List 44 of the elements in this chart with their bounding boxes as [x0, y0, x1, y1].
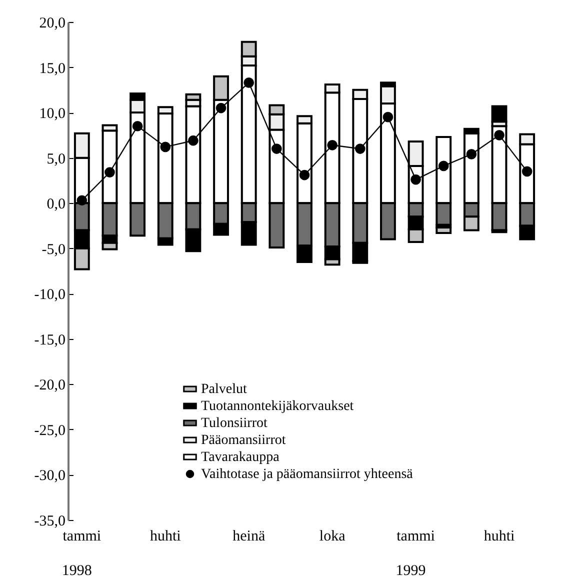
x-tick-label: tammi — [396, 528, 435, 544]
point — [438, 160, 449, 172]
point — [188, 135, 198, 146]
legend-label: Palvelut — [201, 382, 247, 397]
x-tick-label: tammi — [62, 528, 102, 544]
legend-label: Tulonsiirrot — [201, 416, 268, 431]
bar — [436, 226, 452, 234]
legend-label: Tuotannontekijäkorvaukset — [201, 399, 354, 414]
y-tick-label: 10,0 — [39, 106, 66, 122]
y-tick-label: -5,0 — [42, 242, 66, 258]
y-tick-label: 15,0 — [39, 60, 66, 77]
point — [299, 170, 310, 180]
y-tick-label: -15,0 — [34, 332, 66, 348]
text: 1999 — [396, 563, 426, 579]
bar — [491, 105, 508, 123]
y-tick-label: -10,0 — [34, 287, 66, 304]
point — [76, 195, 88, 206]
y-tick-label: -30,0 — [34, 468, 66, 484]
y-tick-label: -20,0 — [34, 378, 66, 394]
y-tick-label: 0,0 — [46, 196, 66, 213]
point — [354, 144, 366, 154]
x-tick-label: huhti — [150, 528, 181, 544]
point — [327, 140, 338, 150]
point — [494, 130, 504, 140]
x-tick-label: huhti — [484, 528, 515, 544]
legend-label: Vaihtotase ja pääomansiirrot yhteensä — [201, 467, 414, 482]
y-tick-label: -25,0 — [34, 422, 66, 439]
point — [132, 120, 143, 132]
legend-label: Tavarakauppa — [201, 450, 280, 465]
point — [271, 144, 282, 154]
y-tick-label: 20,0 — [39, 16, 66, 32]
text: 1998 — [62, 563, 92, 579]
point — [244, 77, 254, 88]
point — [160, 142, 171, 152]
x-tick-label: loka — [319, 528, 346, 544]
y-tick-label: 5,0 — [46, 151, 66, 168]
point — [104, 167, 115, 178]
point — [522, 166, 532, 177]
point — [466, 149, 477, 160]
point — [216, 102, 226, 114]
x-tick-label: heinä — [232, 528, 266, 544]
y-tick-label: -35,0 — [34, 514, 66, 530]
legend-label: Pääomansiirrot — [201, 433, 286, 448]
point — [382, 112, 394, 122]
